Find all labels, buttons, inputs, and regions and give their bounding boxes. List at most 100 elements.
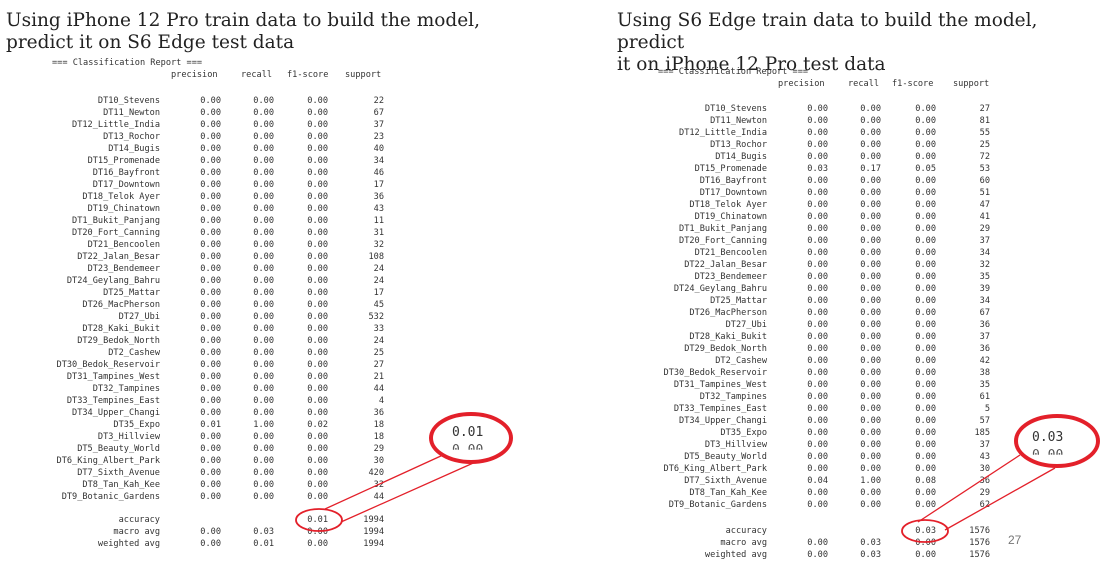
table-row: DT34_Upper_Changi 0.00 0.00 0.00 36	[0, 407, 520, 419]
cell-f1: 0.00	[307, 120, 328, 130]
cell-precision: 0.00	[200, 456, 221, 466]
cell-recall: 0.00	[253, 120, 274, 130]
table-row: DT34_Upper_Changi 0.00 0.00 0.00 57	[0, 415, 1000, 427]
cell-support: 51	[979, 188, 990, 198]
cell-support: 61	[979, 392, 990, 402]
cell-recall: 0.00	[253, 384, 274, 394]
cell-recall: 0.00	[860, 188, 881, 198]
right-zoom-value: 0.03	[1032, 430, 1064, 445]
cell-precision: 0.00	[200, 288, 221, 298]
table-row: DT27_Ubi 0.00 0.00 0.00 532	[0, 311, 520, 323]
cell-recall: 0.00	[253, 456, 274, 466]
cell-support: 44	[373, 384, 384, 394]
cell-label: DT21_Bencoolen	[694, 248, 767, 258]
cell-f1: 0.00	[915, 440, 936, 450]
cell-label: DT5_Beauty_World	[77, 444, 160, 454]
cell-recall: 0.00	[860, 440, 881, 450]
cell-recall: 0.00	[860, 128, 881, 138]
cell-f1: 0.00	[915, 392, 936, 402]
cell-support: 27	[979, 104, 990, 114]
cell-precision: 0.00	[807, 452, 828, 462]
cell-recall: 0.00	[253, 468, 274, 478]
cell-label: DT34_Upper_Changi	[72, 408, 160, 418]
table-row: DT1_Bukit_Panjang 0.00 0.00 0.00 11	[0, 215, 520, 227]
cell-recall: 0.00	[860, 152, 881, 162]
cell-support: 67	[373, 108, 384, 118]
cell-support: 34	[373, 156, 384, 166]
cell-precision: 0.03	[807, 164, 828, 174]
table-row: DT32_Tampines 0.00 0.00 0.00 44	[0, 383, 520, 395]
table-row: DT28_Kaki_Bukit 0.00 0.00 0.00 33	[0, 323, 520, 335]
cell-recall: 0.00	[860, 488, 881, 498]
cell-label: DT1_Bukit_Panjang	[72, 216, 160, 226]
cell-precision: 0.00	[200, 144, 221, 154]
cell-support: 18	[373, 420, 384, 430]
cell-recall: 0.00	[253, 276, 274, 286]
cell-support: 36	[373, 192, 384, 202]
cell-recall: 0.00	[860, 212, 881, 222]
table-row: DT22_Jalan_Besar 0.00 0.00 0.00 32	[0, 259, 1000, 271]
table-row: DT11_Newton 0.00 0.00 0.00 67	[0, 107, 520, 119]
cell-label: DT7_Sixth_Avenue	[684, 476, 767, 486]
cell-label: DT35_Expo	[113, 420, 160, 430]
cell-support: 17	[373, 180, 384, 190]
cell-label: DT32_Tampines	[699, 392, 767, 402]
cell-recall: 0.00	[253, 96, 274, 106]
table-row: DT26_MacPherson 0.00 0.00 0.00 67	[0, 307, 1000, 319]
table-row: DT18_Telok Ayer 0.00 0.00 0.00 47	[0, 199, 1000, 211]
cell-f1: 0.00	[915, 550, 936, 560]
cell-label: DT27_Ubi	[118, 312, 160, 322]
cell-support: 62	[979, 500, 990, 510]
table-row: DT18_Telok Ayer 0.00 0.00 0.00 36	[0, 191, 520, 203]
cell-f1: 0.00	[915, 212, 936, 222]
cell-precision: 0.00	[200, 156, 221, 166]
cell-recall: 0.00	[860, 116, 881, 126]
table-row: DT3_Hillview 0.00 0.00 0.00 18	[0, 431, 520, 443]
table-row: DT14_Bugis 0.00 0.00 0.00 40	[0, 143, 520, 155]
cell-precision: 0.00	[200, 336, 221, 346]
cell-precision: 0.00	[200, 384, 221, 394]
cell-f1: 0.00	[915, 296, 936, 306]
cell-f1: 0.00	[307, 348, 328, 358]
cell-precision: 0.00	[200, 324, 221, 334]
cell-precision: 0.00	[807, 284, 828, 294]
cell-support: 33	[373, 324, 384, 334]
cell-precision: 0.00	[807, 356, 828, 366]
table-row: DT17_Downtown 0.00 0.00 0.00 17	[0, 179, 520, 191]
cell-support: 32	[373, 240, 384, 250]
cell-support: 36	[979, 344, 990, 354]
cell-f1: 0.00	[915, 128, 936, 138]
cell-support: 37	[979, 440, 990, 450]
cell-support: 1994	[363, 527, 384, 537]
cell-recall: 0.00	[860, 260, 881, 270]
table-row: DT26_MacPherson 0.00 0.00 0.00 45	[0, 299, 520, 311]
cell-recall: 0.00	[860, 452, 881, 462]
cell-recall: 0.00	[253, 108, 274, 118]
table-row: DT5_Beauty_World 0.00 0.00 0.00 43	[0, 451, 1000, 463]
cell-label: DT29_Bedok_North	[77, 336, 160, 346]
cell-recall: 0.00	[253, 228, 274, 238]
table-row: DT30_Bedok_Reservoir 0.00 0.00 0.00 38	[0, 367, 1000, 379]
table-row: DT20_Fort_Canning 0.00 0.00 0.00 37	[0, 235, 1000, 247]
cell-support: 36	[373, 408, 384, 418]
cell-f1: 0.00	[307, 336, 328, 346]
cell-recall: 0.00	[860, 224, 881, 234]
table-row: DT24_Geylang_Bahru 0.00 0.00 0.00 24	[0, 275, 520, 287]
right-panel-title: Using S6 Edge train data to build the mo…	[617, 10, 1038, 75]
cell-recall: 0.03	[860, 538, 881, 548]
cell-precision: 0.00	[200, 348, 221, 358]
table-row: DT33_Tempines_East 0.00 0.00 0.00 4	[0, 395, 520, 407]
table-row: DT29_Bedok_North 0.00 0.00 0.00 24	[0, 335, 520, 347]
column-header: support	[953, 79, 990, 89]
table-row: DT15_Promenade 0.00 0.00 0.00 34	[0, 155, 520, 167]
summary-row: accuracy 0.03 1576	[0, 525, 1000, 537]
cell-support: 11	[373, 216, 384, 226]
table-row: DT17_Downtown 0.00 0.00 0.00 51	[0, 187, 1000, 199]
cell-support: 81	[979, 116, 990, 126]
cell-f1: 0.00	[307, 312, 328, 322]
cell-label: DT16_Bayfront	[92, 168, 160, 178]
slide-number: 27	[1008, 533, 1022, 547]
cell-label: DT1_Bukit_Panjang	[679, 224, 767, 234]
cell-support: 38	[979, 368, 990, 378]
cell-precision: 0.00	[807, 176, 828, 186]
